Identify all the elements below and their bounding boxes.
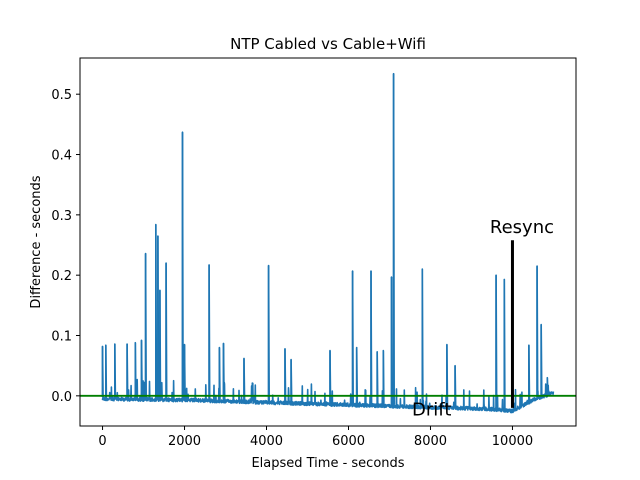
y-tick-label: 0.4 (51, 149, 72, 164)
plot-frame (79, 57, 577, 427)
y-axis-label: Difference - seconds (29, 175, 44, 308)
y-tick-label: 0.0 (51, 390, 72, 405)
y-tick-label: 0.2 (51, 269, 72, 284)
x-tick-label: 8000 (414, 434, 447, 449)
annotation-resync: Resync (490, 217, 554, 238)
series-ntp-difference (101, 72, 555, 414)
x-axis-label: Elapsed Time - seconds (251, 456, 404, 471)
annotation-drift: Drift (412, 400, 451, 421)
x-tick-label: 0 (98, 434, 106, 449)
x-axis: 0 2000 4000 6000 8000 10000 (98, 426, 533, 449)
x-tick-label: 10000 (492, 434, 533, 449)
chart-title: NTP Cabled vs Cable+Wifi (230, 35, 426, 53)
y-tick-label: 0.1 (51, 330, 72, 345)
annotations: Resync Drift (412, 217, 554, 421)
x-tick-label: 2000 (168, 434, 201, 449)
y-tick-label: 0.3 (51, 209, 72, 224)
plot-area (80, 72, 576, 414)
x-tick-label: 4000 (250, 434, 283, 449)
y-tick-label: 0.5 (51, 88, 72, 103)
y-axis: 0.0 0.1 0.2 0.3 0.4 0.5 (51, 88, 80, 405)
x-tick-label: 6000 (332, 434, 365, 449)
